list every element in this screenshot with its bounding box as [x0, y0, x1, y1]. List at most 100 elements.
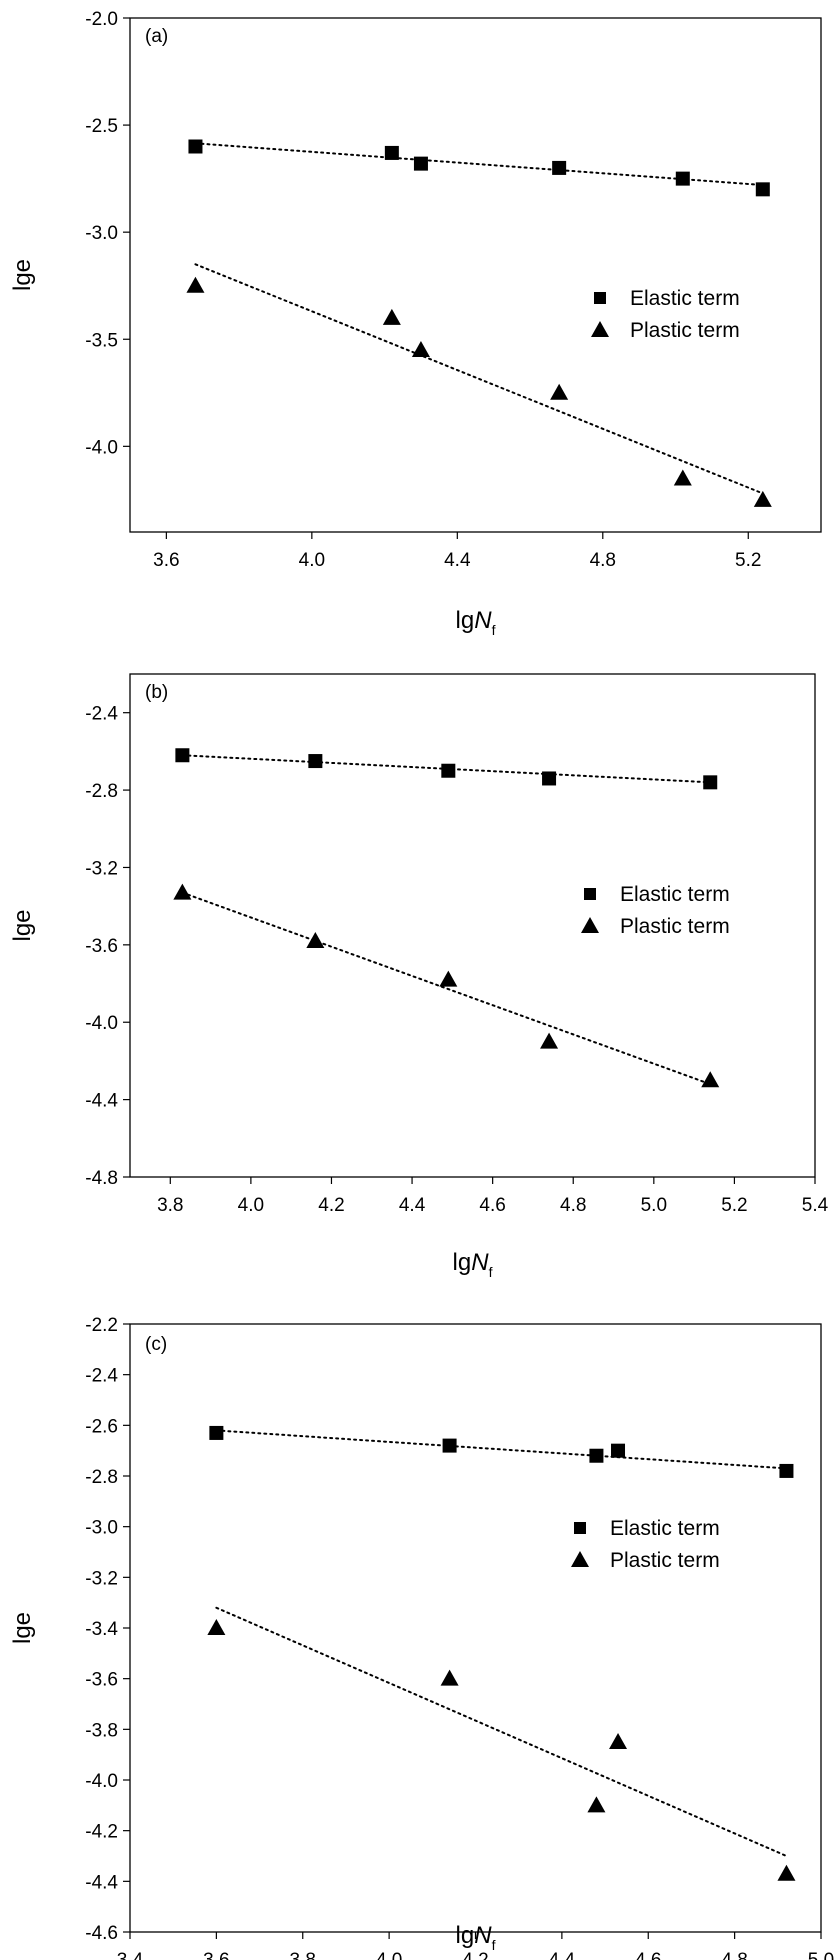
data-point-square [209, 1425, 224, 1440]
series-elastic [188, 139, 770, 197]
x-tick-label: 4.0 [376, 1950, 402, 1960]
y-tick-label: -3.8 [85, 1720, 118, 1741]
data-point-triangle [173, 883, 192, 900]
data-point-square [703, 775, 718, 790]
x-tick-label: 4.8 [590, 550, 616, 571]
legend: Elastic term Plastic term [591, 287, 740, 342]
trend-line [215, 1606, 788, 1857]
chart-panel-b: 3.8 4.0 4.2 4.4 4.6 4.8 5.0 5.2 5.4 -2.4 -2.8 -3.2 -… [9, 673, 829, 1280]
panel-label: (b) [145, 682, 168, 703]
y-tick-label: -3.2 [85, 1568, 118, 1589]
x-tick-label: 4.4 [444, 550, 471, 571]
y-tick-label: -2.0 [85, 9, 118, 30]
y-tick-label: -3.6 [85, 1670, 118, 1691]
x-tick-label: 4.8 [721, 1950, 747, 1960]
legend-label: Elastic term [620, 883, 730, 906]
x-tick-label: 5.2 [735, 550, 761, 571]
data-point-square [552, 160, 567, 175]
series-elastic [175, 748, 718, 790]
y-tick-label: -2.6 [85, 1416, 118, 1437]
x-tick-label: 4.0 [299, 550, 325, 571]
legend-marker-square [584, 888, 596, 900]
x-tick-label: 4.8 [560, 1195, 586, 1216]
series-plastic [207, 1606, 796, 1881]
x-tick-label: 4.2 [462, 1950, 488, 1960]
data-point-square [675, 171, 690, 186]
y-tick-label: -4.2 [85, 1822, 118, 1843]
x-tick-label: 3.8 [157, 1195, 183, 1216]
legend-marker-triangle [571, 1551, 589, 1567]
series-elastic [209, 1425, 794, 1478]
data-point-triangle [753, 490, 772, 507]
x-tick-label: 5.4 [802, 1195, 829, 1216]
x-tick-label: 3.6 [153, 550, 179, 571]
data-point-square [589, 1448, 604, 1463]
chart-panel-c: 3.4 3.6 3.8 4.0 4.2 4.4 4.6 4.8 5.0 -2.2 -2.4 -2.6 -… [9, 1315, 834, 1960]
x-tick-label: 5.0 [641, 1195, 667, 1216]
legend-label: Elastic term [630, 287, 740, 310]
data-point-square [175, 748, 190, 763]
legend-label: Plastic term [610, 1549, 720, 1572]
chart-panel-a: 3.6 4.0 4.4 4.8 5.2 -2.0 -2.5 -3.0 -3.5 -4.0 (a) lg… [9, 9, 822, 638]
legend-marker-triangle [591, 321, 609, 337]
legend-marker-triangle [581, 917, 599, 933]
x-tick-label: 4.0 [238, 1195, 264, 1216]
data-point-triangle [439, 970, 458, 987]
x-axis-title: lgNf [453, 1249, 493, 1280]
trend-line [215, 1429, 788, 1470]
plot-frame [129, 673, 816, 1178]
data-point-square [308, 754, 323, 769]
x-tick-label: 4.4 [399, 1195, 426, 1216]
data-point-triangle [306, 931, 325, 948]
x-axis-title: lgNf [456, 1922, 496, 1953]
legend-marker-square [574, 1522, 586, 1534]
y-tick-label: -2.2 [85, 1315, 118, 1336]
x-tick-label: 3.6 [203, 1950, 229, 1960]
series-plastic [173, 883, 720, 1088]
data-point-triangle [382, 308, 401, 325]
plot-frame [129, 17, 822, 533]
data-point-square [188, 139, 203, 154]
y-tick-label: -2.5 [85, 116, 118, 137]
series-plastic [186, 263, 772, 507]
y-tick-label: -2.8 [85, 781, 118, 802]
y-tick-label: -2.4 [85, 704, 118, 725]
x-tick-label: 5.2 [721, 1195, 747, 1216]
legend: Elastic term Plastic term [571, 1517, 720, 1572]
x-tick-label: 4.2 [318, 1195, 344, 1216]
data-point-square [441, 763, 456, 778]
y-tick-label: -4.0 [85, 1013, 118, 1034]
y-tick-label: -4.4 [85, 1091, 118, 1112]
legend-label: Elastic term [610, 1517, 720, 1540]
data-point-triangle [777, 1864, 796, 1881]
data-point-triangle [440, 1669, 459, 1686]
y-tick-label: -4.8 [85, 1168, 118, 1189]
y-tick-label: -3.2 [85, 858, 118, 879]
data-point-triangle [411, 340, 430, 357]
legend: Elastic term Plastic term [581, 883, 730, 938]
data-point-triangle [186, 276, 205, 293]
data-point-triangle [540, 1032, 559, 1049]
x-tick-label: 3.8 [290, 1950, 316, 1960]
data-point-triangle [701, 1071, 720, 1088]
x-tick-label: 4.4 [549, 1950, 576, 1960]
trend-line [181, 891, 712, 1086]
panel-label: (c) [145, 1334, 167, 1355]
y-tick-label: -3.5 [85, 330, 118, 351]
y-tick-label: -2.4 [85, 1366, 118, 1387]
data-point-triangle [609, 1733, 628, 1749]
data-point-square [442, 1438, 457, 1453]
legend-label: Plastic term [630, 319, 740, 342]
data-point-triangle [550, 383, 569, 400]
y-tick-label: -3.0 [85, 1518, 118, 1539]
x-tick-label: 5.0 [808, 1950, 834, 1960]
y-tick-label: -2.8 [85, 1467, 118, 1488]
y-tick-label: -4.6 [85, 1923, 118, 1944]
data-point-triangle [587, 1796, 606, 1813]
data-point-square [779, 1463, 794, 1478]
x-tick-label: 4.6 [479, 1195, 505, 1216]
y-axis-title: lge [9, 259, 36, 291]
y-tick-label: -4.0 [85, 437, 118, 458]
trend-line [194, 263, 764, 495]
